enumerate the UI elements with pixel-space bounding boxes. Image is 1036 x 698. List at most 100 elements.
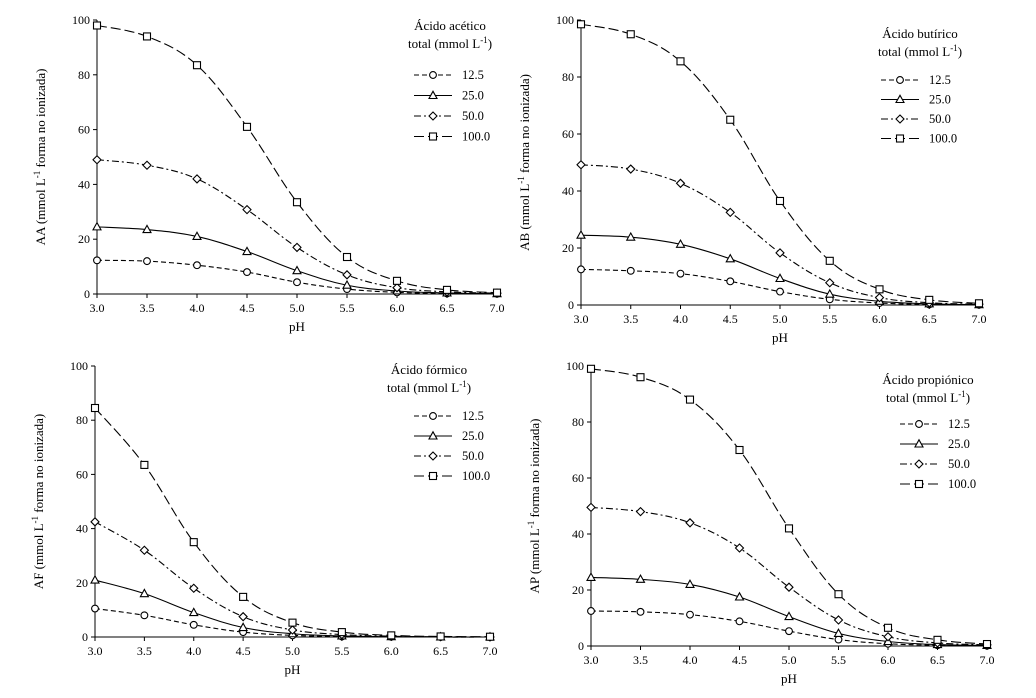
data-point xyxy=(142,32,152,41)
legend-label: 100.0 xyxy=(462,130,490,144)
data-point xyxy=(189,538,198,547)
y-tick-label: 100 xyxy=(566,359,584,373)
legend-entry-50.0: 50.0 xyxy=(414,449,484,463)
y-axis-label-part: AB (mmol L xyxy=(517,184,532,251)
series-line xyxy=(590,610,988,647)
x-tick-label: 4.5 xyxy=(240,301,255,315)
data-point xyxy=(775,273,785,283)
series-25.0 xyxy=(576,229,984,309)
y-axis-label: AA (mmol L-1 forma no ionizada) xyxy=(32,69,48,246)
data-point xyxy=(726,115,735,124)
legend-entry-100.0: 100.0 xyxy=(881,132,957,146)
x-tick-label: 5.0 xyxy=(285,644,300,658)
y-axis-label: AF (mmol L-1 forma no ionizada) xyxy=(30,414,46,589)
data-point xyxy=(577,265,585,274)
chart-formic-acid: 0 20 40 60 80 100 3.0 3.5 4.0 4.5 5.0 5.5 6.0 6.5 7.0 p… xyxy=(30,359,498,677)
series-50.0 xyxy=(92,154,502,298)
data-point xyxy=(292,242,302,253)
data-point xyxy=(188,583,199,593)
data-point xyxy=(492,288,502,297)
data-point xyxy=(625,231,636,241)
y-axis-label-part: AA (mmol L xyxy=(33,178,48,245)
legend-marker xyxy=(895,134,905,143)
title-part: total (mmol L xyxy=(886,390,958,405)
chart-title-line2: total (mmol L-1) xyxy=(408,35,492,51)
data-point xyxy=(292,265,302,275)
x-tick-label: 4.0 xyxy=(186,644,201,658)
legend-label: 100.0 xyxy=(948,477,976,491)
data-point xyxy=(825,256,834,265)
x-tick-label: 4.5 xyxy=(723,312,738,326)
x-tick-label: 6.0 xyxy=(872,312,887,326)
x-tick-label: 3.5 xyxy=(623,312,638,326)
x-tick-label: 6.5 xyxy=(930,653,945,667)
y-tick-label: 40 xyxy=(78,177,90,191)
legend-marker xyxy=(914,479,924,489)
data-point xyxy=(576,20,586,29)
data-point xyxy=(92,221,102,231)
data-point xyxy=(392,276,402,285)
legend-label: 12.5 xyxy=(462,409,484,423)
x-tick-label: 3.0 xyxy=(584,653,599,667)
x-axis-label: pH xyxy=(781,671,797,686)
chart-title: Ácido propiónico xyxy=(882,372,973,387)
y-axis-label: AP (mmol L-1 forma no ionizada) xyxy=(526,419,542,594)
y-tick-label: 80 xyxy=(78,68,90,82)
data-point xyxy=(982,639,992,649)
y-axis-label-superscript: -1 xyxy=(516,176,526,184)
legend-marker xyxy=(915,420,923,428)
x-tick-label: 6.0 xyxy=(390,301,405,315)
data-point xyxy=(874,292,885,303)
x-tick-label: 7.0 xyxy=(972,312,987,326)
x-tick-label: 3.5 xyxy=(633,653,648,667)
legend-marker xyxy=(428,471,438,481)
x-tick-label: 4.0 xyxy=(683,653,698,667)
data-point xyxy=(239,592,248,601)
data-point xyxy=(192,61,202,70)
data-point xyxy=(139,588,150,598)
title-part: total (mmol L xyxy=(408,36,480,51)
data-point xyxy=(685,579,695,588)
y-axis-label-part: forma no ionizada) xyxy=(31,414,46,516)
data-point xyxy=(635,574,646,583)
y-tick-label: 0 xyxy=(84,287,90,301)
legend-marker xyxy=(914,459,924,469)
data-point xyxy=(626,266,635,275)
y-tick-label: 100 xyxy=(72,13,90,27)
chart-title-line2: total (mmol L-1) xyxy=(886,389,970,405)
data-point xyxy=(92,154,102,165)
x-tick-label: 5.5 xyxy=(822,312,837,326)
data-point xyxy=(833,615,844,625)
series-100.0 xyxy=(92,21,502,297)
x-tick-label: 4.5 xyxy=(236,644,251,658)
data-point xyxy=(188,607,199,617)
data-point xyxy=(576,160,586,170)
x-axis-label: pH xyxy=(285,662,301,677)
x-tick-label: 5.5 xyxy=(334,644,349,658)
data-point xyxy=(933,635,942,644)
legend-entry-50.0: 50.0 xyxy=(414,109,484,123)
title-part: ) xyxy=(958,44,962,59)
data-point xyxy=(140,611,149,620)
y-tick-label: 20 xyxy=(572,583,584,597)
series-100.0 xyxy=(90,403,495,641)
data-point xyxy=(834,590,843,599)
title-superscript: -1 xyxy=(950,43,958,53)
data-point xyxy=(735,445,744,455)
y-axis-label: AB (mmol L-1 forma no ionizada) xyxy=(516,74,532,251)
data-point xyxy=(140,460,149,469)
data-point xyxy=(586,502,596,513)
data-point xyxy=(734,543,745,553)
legend-entry-25.0: 25.0 xyxy=(881,93,951,107)
title-part: total (mmol L xyxy=(878,44,950,59)
legend-label: 12.5 xyxy=(948,417,970,431)
data-point xyxy=(784,524,794,533)
data-point xyxy=(636,607,645,616)
data-point xyxy=(776,287,784,296)
data-point xyxy=(242,246,252,256)
legend-entry-12.5: 12.5 xyxy=(881,73,951,87)
legend-label: 50.0 xyxy=(948,457,970,471)
data-point xyxy=(676,57,685,66)
y-axis-label-part: forma no ionizada) xyxy=(33,69,48,171)
x-axis-label: pH xyxy=(772,330,788,345)
